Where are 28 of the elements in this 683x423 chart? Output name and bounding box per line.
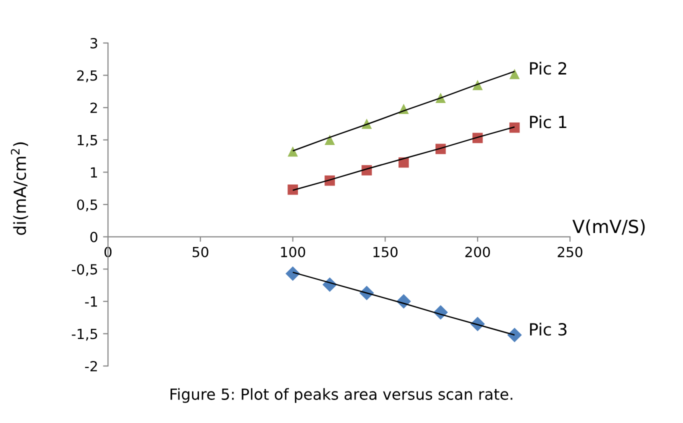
- x-tick-label: 250: [558, 246, 582, 258]
- point: [324, 134, 335, 146]
- point: [286, 266, 300, 281]
- y-tick-label: 0: [90, 232, 98, 242]
- y-tick-label: 2,5: [77, 70, 98, 82]
- series-label: Pic 1: [530, 115, 566, 128]
- y-tick-label: -0,5: [72, 264, 98, 276]
- x-tick-label: 200: [465, 246, 490, 258]
- y-tick-label: 2: [90, 102, 97, 113]
- y-tick-label: 1: [90, 167, 97, 178]
- x-axis-title: V(mV/S): [572, 219, 645, 236]
- point: [507, 328, 522, 342]
- caption: Figure 5: Plot of peaks area versus scan rate.: [170, 388, 512, 403]
- y-tick-label: -1,5: [72, 328, 98, 341]
- point: [509, 122, 520, 133]
- series-label: Pic 3: [530, 322, 566, 336]
- point: [288, 184, 298, 195]
- y-tick-label: 3: [90, 38, 98, 48]
- y-tick-label: -1: [85, 296, 97, 307]
- x-tick-label: 150: [373, 246, 398, 258]
- y-tick-label: 1,5: [78, 135, 98, 147]
- x-tick-label: 100: [281, 246, 306, 258]
- y-axis-title: di(mA/cm$^{2}$): [10, 142, 28, 235]
- y-tick-label: 0,5: [77, 199, 98, 212]
- y-tick-label: -2: [85, 360, 97, 372]
- x-tick-label: 50: [192, 246, 208, 258]
- point: [509, 68, 520, 80]
- series-label: Pic 2: [530, 62, 566, 75]
